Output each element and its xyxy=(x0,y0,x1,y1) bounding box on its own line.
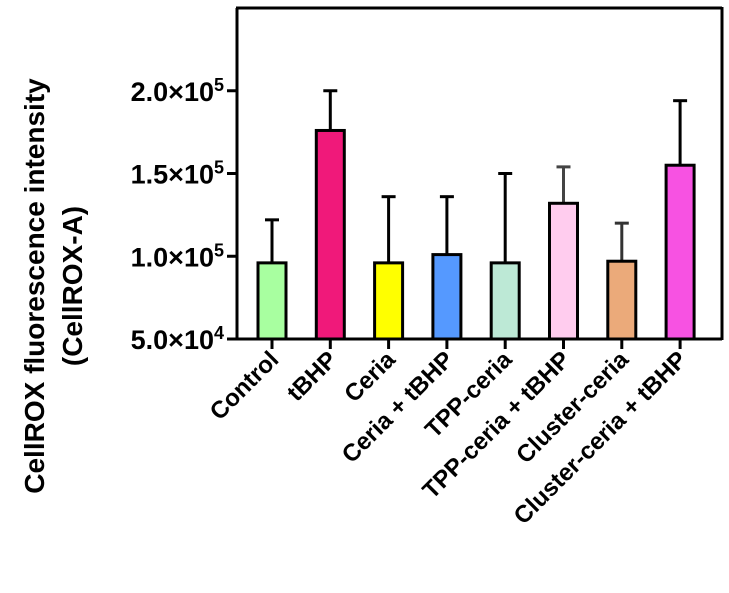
bar-tpp-ceria xyxy=(489,261,521,341)
y-tick-label: 5.0×104 xyxy=(131,323,224,355)
plot-area: 5.0×1041.0×1051.5×1052.0×105ControltBHPC… xyxy=(131,6,724,530)
y-axis-title: CellROX fluorescence intensity (CellROX-… xyxy=(19,78,88,494)
bar-cluster-ceria-tbhp xyxy=(664,163,696,341)
y-tick-label: 1.0×105 xyxy=(131,240,224,272)
y-tick-label: 1.5×105 xyxy=(131,158,224,190)
bar-control xyxy=(256,261,288,341)
bar-ceria-tbhp xyxy=(431,253,463,341)
x-category-label: tBHP xyxy=(282,346,343,407)
bar-cluster-ceria xyxy=(606,259,638,341)
bar-tpp-ceria-tbhp xyxy=(548,201,579,341)
x-category-label: Control xyxy=(205,346,284,425)
y-axis-title-line1: CellROX fluorescence intensity xyxy=(19,78,50,494)
y-tick-label: 2.0×105 xyxy=(131,75,224,107)
bar-tbhp xyxy=(314,128,346,341)
bar-ceria xyxy=(373,261,405,341)
y-axis-title-line2: (CellROX-A) xyxy=(57,206,88,366)
